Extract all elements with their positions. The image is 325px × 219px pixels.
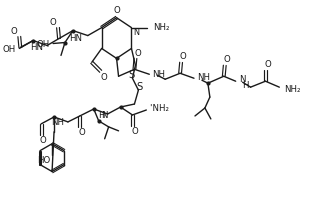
Text: O: O xyxy=(49,18,56,27)
Text: OH: OH xyxy=(37,40,50,49)
Text: O: O xyxy=(131,127,138,136)
Text: O: O xyxy=(264,60,271,69)
Text: O: O xyxy=(180,52,187,61)
Text: '​NH₂: '​NH₂ xyxy=(150,104,169,113)
Text: NH₂: NH₂ xyxy=(284,85,301,94)
Text: OH: OH xyxy=(2,45,15,54)
Text: O: O xyxy=(100,73,107,82)
Text: HN: HN xyxy=(30,43,43,52)
Text: NH: NH xyxy=(51,118,64,127)
Text: HO: HO xyxy=(37,156,50,165)
Text: NH₂: NH₂ xyxy=(153,23,170,32)
Text: N: N xyxy=(101,111,108,120)
Text: HN: HN xyxy=(69,34,82,43)
Text: O: O xyxy=(134,49,141,58)
Text: O: O xyxy=(40,136,46,145)
Text: H: H xyxy=(243,81,249,90)
Text: NH: NH xyxy=(197,73,210,82)
Text: O: O xyxy=(113,6,120,15)
Text: N: N xyxy=(134,28,139,37)
Text: O: O xyxy=(11,27,17,36)
Text: O: O xyxy=(223,55,230,64)
Text: N: N xyxy=(239,75,245,84)
Text: H: H xyxy=(98,111,105,120)
Text: NH: NH xyxy=(152,70,165,79)
Text: S: S xyxy=(128,70,135,80)
Text: O: O xyxy=(78,128,85,137)
Text: S: S xyxy=(136,82,143,92)
